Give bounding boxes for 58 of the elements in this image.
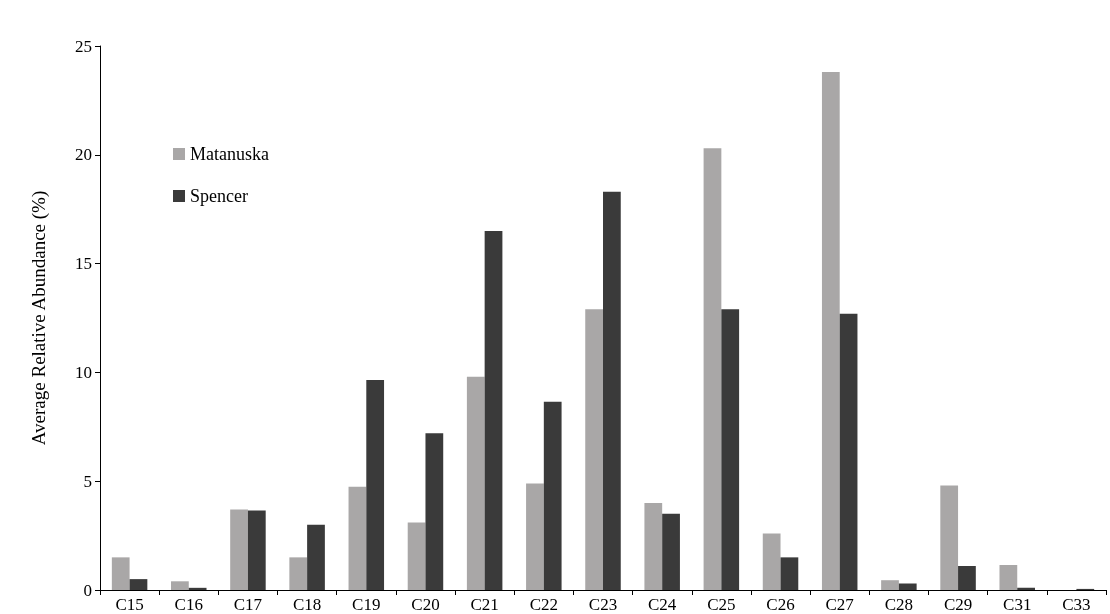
x-tick-label: C15 [115, 595, 144, 614]
bar [466, 376, 485, 590]
y-tick-label: 15 [75, 254, 92, 274]
y-tick-label: 0 [83, 580, 92, 600]
x-tick-label: C33 [1062, 595, 1091, 614]
bar [230, 509, 248, 590]
y-tick-label: 25 [75, 36, 92, 56]
bar [703, 148, 722, 590]
y-tick-label: 5 [83, 471, 92, 491]
y-tick-label: 10 [75, 362, 92, 382]
bar [662, 513, 680, 590]
bar [585, 309, 603, 590]
bar [881, 580, 899, 590]
legend-label: Spencer [190, 186, 248, 206]
bar [484, 230, 503, 590]
x-tick-label: C29 [943, 595, 973, 614]
x-tick-label: C28 [884, 595, 914, 614]
bar [247, 510, 266, 590]
bar [958, 566, 976, 590]
x-tick-label: C24 [648, 595, 677, 614]
bar [171, 581, 189, 590]
y-tick-label: 20 [75, 145, 92, 165]
x-tick-label: C31 [1003, 595, 1032, 614]
x-tick-label: C18 [292, 595, 322, 614]
bar [762, 533, 781, 590]
legend-label: Matanuska [190, 144, 269, 164]
bar [940, 485, 959, 590]
x-tick-label: C17 [233, 595, 263, 614]
x-tick-label: C20 [411, 595, 440, 614]
bar [721, 309, 740, 590]
bar [644, 502, 663, 590]
x-tick-label: C23 [588, 595, 618, 614]
y-axis-title: Average Relative Abundance (%) [28, 190, 50, 446]
x-tick-label: C22 [529, 595, 558, 614]
bar [289, 557, 308, 590]
bar [129, 579, 148, 590]
x-tick-label: C19 [352, 595, 381, 614]
bar [111, 557, 130, 590]
bar [526, 483, 544, 590]
bar [1017, 587, 1035, 590]
bar [407, 522, 426, 590]
bar [780, 557, 799, 590]
x-tick-label: C27 [825, 595, 855, 614]
bar [839, 313, 858, 590]
bar [366, 380, 385, 590]
x-tick-label: C16 [174, 595, 203, 614]
bar [543, 401, 562, 590]
bar [898, 583, 917, 590]
bar [188, 587, 207, 590]
x-tick-label: C21 [470, 595, 499, 614]
bar [603, 191, 621, 590]
bar [821, 72, 840, 590]
x-tick-label: C26 [766, 595, 795, 614]
bar [307, 524, 325, 590]
bar [425, 433, 444, 590]
bar [999, 564, 1018, 590]
x-tick-label: C25 [707, 595, 736, 614]
bar [348, 486, 367, 590]
